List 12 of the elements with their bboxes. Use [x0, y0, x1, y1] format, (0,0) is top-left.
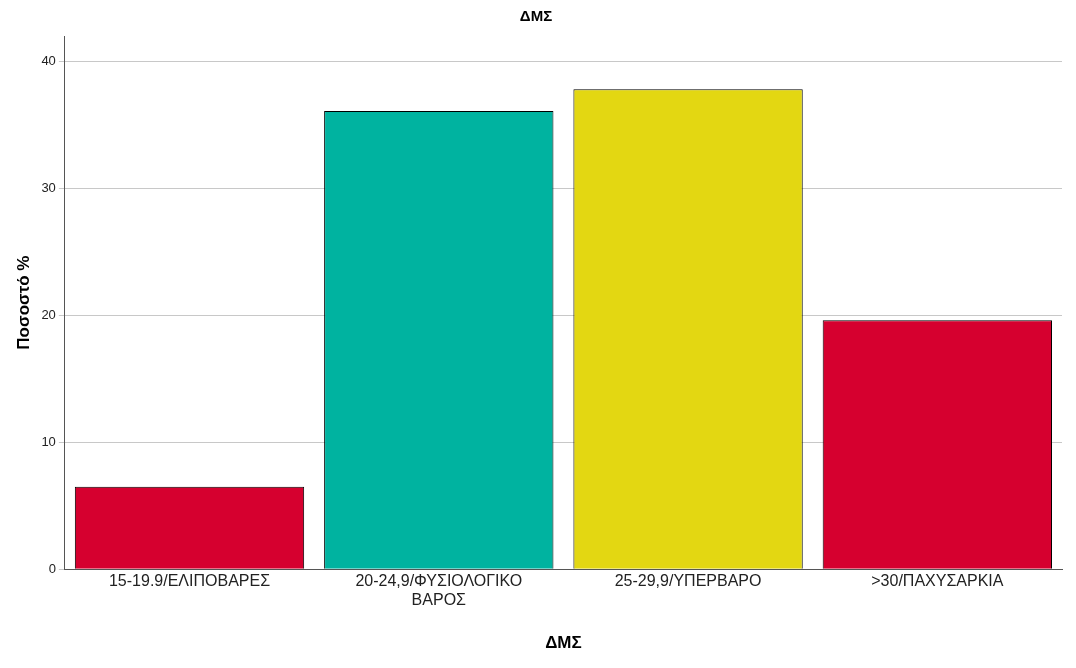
x-tick-label: 20-24,9/ΦΥΣΙΟΛΟΓΙΚΟ ΒΑΡΟΣ: [355, 572, 523, 609]
x-tick-label: 15-19.9/ΕΛΙΠΟΒΑΡΕΣ: [108, 572, 271, 590]
y-tick-label: 10: [41, 433, 56, 449]
x-tick-label: >30/ΠΑΧΥΣΑΡΚΙΑ: [871, 572, 1004, 590]
y-tick-label: 40: [41, 52, 56, 68]
y-tick-label: 0: [48, 560, 56, 576]
x-axis-title: ΔΜΣ: [545, 633, 582, 653]
chart-title: ΔΜΣ: [519, 7, 553, 25]
y-tick-label: 20: [41, 306, 56, 322]
y-axis-title: Ποσοστό %: [13, 255, 33, 350]
y-tick-label: 30: [41, 179, 56, 195]
x-tick-label: 25-29,9/ΥΠΕΡΒΑΡΟ: [614, 572, 762, 590]
